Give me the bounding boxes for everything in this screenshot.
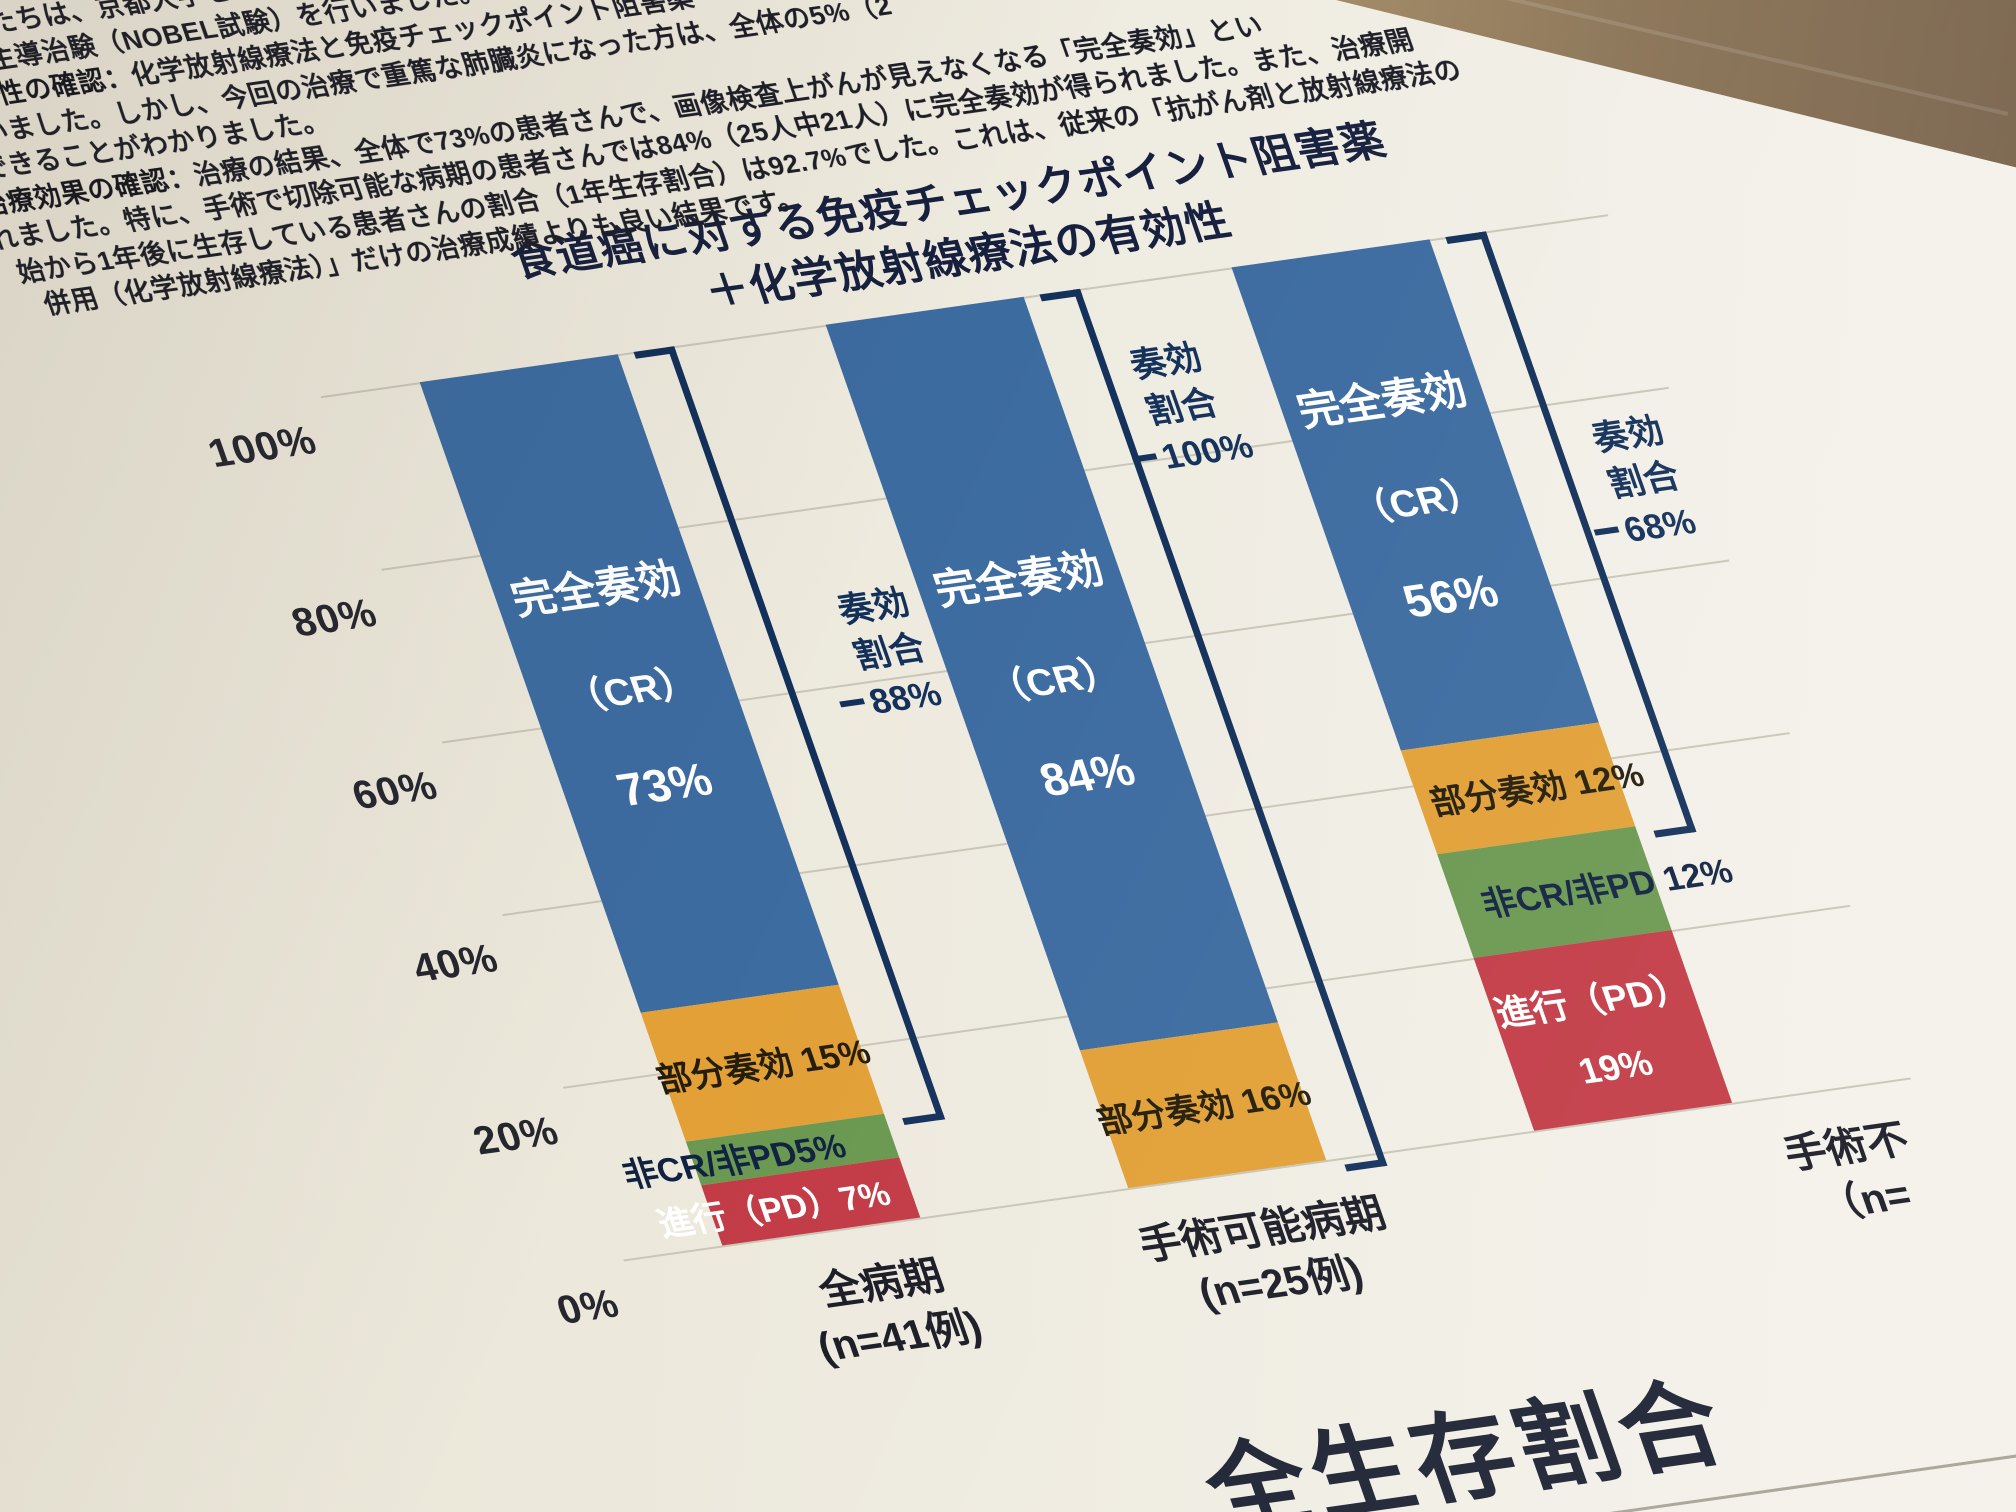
segment-label-line: （CR）: [559, 661, 704, 721]
segment-label: 部分奏効 15%: [651, 1033, 876, 1100]
bar-segment-pd: 進行（PD） 19%: [1473, 930, 1733, 1131]
segment-label-line: 完全奏効: [927, 544, 1110, 614]
segment-label-line: 19%: [1572, 1041, 1659, 1092]
y-axis-tick-label: 60%: [346, 763, 444, 819]
y-axis-tick-label: 0%: [551, 1281, 626, 1333]
y-axis-tick-label: 80%: [285, 591, 384, 646]
segment-label-line: 進行（PD）: [1489, 967, 1696, 1035]
y-axis-tick-label: 100%: [202, 418, 323, 476]
segment-label-line: 56%: [1396, 564, 1505, 628]
segment-label-line: （CR）: [982, 651, 1127, 711]
segment-label-line: （CR）: [1346, 473, 1490, 533]
bar-segment-pr: 部分奏効 16%: [1079, 1021, 1327, 1189]
bracket-tick: [1593, 526, 1620, 536]
stacked-bar: 完全奏効 （CR） 73% 部分奏効 15% 非CR/非PD5% 進行（PD）7%: [419, 354, 921, 1246]
segment-label: 部分奏効 16%: [1092, 1075, 1317, 1142]
segment-label: 部分奏効 12%: [1424, 756, 1650, 823]
section-heading-overall-survival: 全生存割合: [1190, 1367, 1743, 1512]
segment-label: 非CR/非PD 12%: [1476, 852, 1738, 925]
segment-label-line: 73%: [610, 752, 719, 816]
response-rate-label-line: 68%: [1618, 502, 1702, 550]
segment-label: 進行（PD） 19%: [1487, 960, 1719, 1102]
y-axis-tick-label: 40%: [407, 936, 505, 991]
y-axis-tick-label: 20%: [467, 1109, 565, 1164]
segment-label-line: 完全奏効: [1290, 365, 1474, 436]
bar-category-label: 手術可能病期 (n=25例): [976, 1164, 1568, 1349]
segment-label-line: 84%: [1032, 742, 1142, 806]
response-rate-label-line: 88%: [864, 674, 947, 722]
segment-label-line: 完全奏効: [504, 554, 688, 624]
bracket-tick: [839, 698, 866, 708]
